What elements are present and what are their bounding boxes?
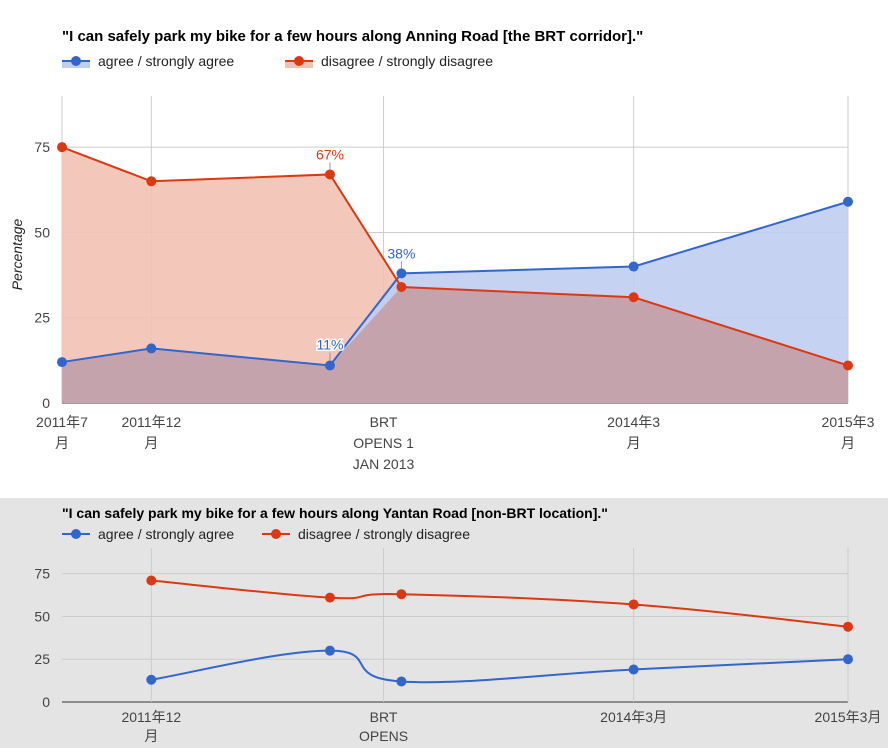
x-tick-label: 2014年3月 [600,709,667,725]
x-tick-label: 2011年12 月 [121,709,181,744]
data-point-anning-s1-5[interactable] [843,360,853,371]
chart-panel-yantan: "I can safely park my bike for a few hou… [0,498,888,748]
x-tick-label: BRT OPENS [359,709,408,744]
data-point-anning-s0-3[interactable] [396,268,407,279]
data-point-yantan-s1-1[interactable] [324,592,335,603]
series-line-0 [61,200,849,367]
y-tick-label: 50 [34,608,50,624]
chart-anning: "I can safely park my bike for a few hou… [9,28,875,472]
legend-swatch-dot [271,529,281,539]
chart-yantan: "I can safely park my bike for a few hou… [34,505,882,744]
legend-swatch-dot [71,529,81,539]
chart-panel-anning: "I can safely park my bike for a few hou… [9,28,875,472]
legend-swatch-dot [71,56,81,66]
data-point-anning-s0-2[interactable] [324,360,335,371]
data-point-yantan-s1-2[interactable] [396,589,407,600]
data-annotation: 38% [387,245,415,261]
y-tick-label: 0 [42,694,50,710]
y-tick-label: 0 [42,395,50,411]
data-point-yantan-s0-3[interactable] [628,664,639,675]
legend-item-1[interactable]: disagree / strongly disagree [285,53,493,69]
series-area-overlap [62,287,848,403]
data-point-yantan-s1-4[interactable] [843,621,853,632]
data-point-anning-s0-4[interactable] [628,261,639,272]
y-tick-label: 25 [34,310,50,326]
chart-title: "I can safely park my bike for a few hou… [62,28,643,45]
data-point-yantan-s0-2[interactable] [396,676,407,687]
data-point-yantan-s1-3[interactable] [628,599,639,610]
x-tick-label: BRT OPENS 1 JAN 2013 [353,414,415,472]
data-annotation: 11% [316,336,343,352]
y-axis-title: Percentage [9,218,25,290]
data-point-anning-s1-0[interactable] [57,142,67,153]
y-tick-label: 25 [34,651,50,667]
legend-label: disagree / strongly disagree [321,53,493,69]
data-point-anning-s1-1[interactable] [146,176,157,187]
y-tick-label: 75 [34,139,50,155]
legend-swatch-dot [294,56,304,66]
chart-title: "I can safely park my bike for a few hou… [62,505,608,521]
y-tick-label: 50 [34,224,50,240]
legend-label: agree / strongly agree [98,526,234,542]
data-point-anning-s0-1[interactable] [146,343,157,354]
legend-item-0[interactable]: agree / strongly agree [62,53,234,69]
legend-label: disagree / strongly disagree [298,526,470,542]
legend-item-1[interactable]: disagree / strongly disagree [262,526,470,542]
series-line-1 [151,579,849,628]
data-point-yantan-s0-1[interactable] [324,645,335,656]
data-point-anning-s0-0[interactable] [57,357,67,368]
legend-label: agree / strongly agree [98,53,234,69]
x-tick-label: 2011年7 月 [36,414,88,451]
data-point-anning-s1-3[interactable] [396,282,407,293]
data-point-yantan-s0-0[interactable] [146,674,157,685]
data-point-anning-s0-5[interactable] [843,196,853,207]
series-line-0 [151,649,849,684]
x-tick-label: 2015年3月 [815,709,882,725]
data-point-anning-s1-4[interactable] [628,292,639,303]
data-point-yantan-s1-0[interactable] [146,575,157,586]
data-annotation: 67% [316,146,344,162]
series-line-1 [61,146,849,367]
y-tick-label: 75 [34,566,50,582]
data-point-yantan-s0-4[interactable] [843,654,853,665]
legend-item-0[interactable]: agree / strongly agree [62,526,234,542]
data-point-anning-s1-2[interactable] [324,169,335,180]
x-tick-label: 2011年12 月 [121,414,181,451]
